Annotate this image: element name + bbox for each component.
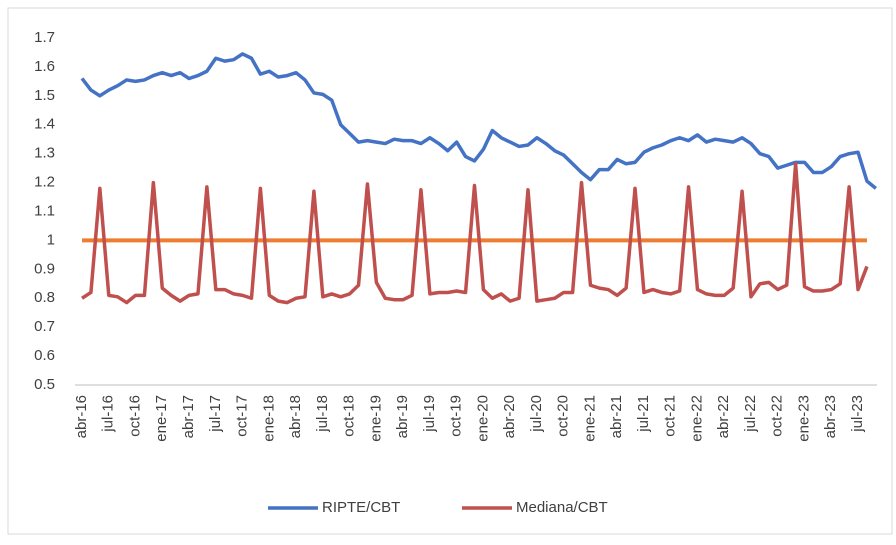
x-tick-label: ene-21 bbox=[581, 395, 598, 442]
chart-frame bbox=[7, 7, 893, 535]
x-tick-label: ene-19 bbox=[367, 395, 384, 442]
legend-label: Mediana/CBT bbox=[516, 499, 608, 516]
x-tick-label: jul-19 bbox=[421, 395, 438, 433]
x-tick-label: abr-17 bbox=[180, 395, 197, 438]
y-tick-label: 0.5 bbox=[34, 376, 55, 393]
x-tick-label: ene-22 bbox=[688, 395, 705, 442]
x-tick-label: oct-21 bbox=[662, 395, 679, 437]
series-line bbox=[80, 52, 877, 190]
y-tick-label: 0.9 bbox=[34, 260, 55, 277]
x-tick-label: abr-20 bbox=[501, 395, 518, 438]
x-tick-label: oct-19 bbox=[448, 395, 465, 437]
x-tick-label: oct-22 bbox=[769, 395, 786, 437]
x-tick-label: jul-17 bbox=[207, 395, 224, 433]
x-tick-label: jul-18 bbox=[314, 395, 331, 433]
x-tick-label: abr-22 bbox=[715, 395, 732, 438]
y-tick-label: 1 bbox=[47, 231, 55, 248]
y-tick-label: 0.8 bbox=[34, 289, 55, 306]
x-tick-label: ene-18 bbox=[260, 395, 277, 442]
x-tick-label: oct-20 bbox=[555, 395, 572, 437]
x-tick-label: jul-23 bbox=[849, 395, 866, 433]
y-tick-label: 1.6 bbox=[34, 58, 55, 75]
y-tick-label: 1.4 bbox=[34, 116, 55, 133]
y-tick-label: 1.3 bbox=[34, 145, 55, 162]
series-line bbox=[81, 162, 869, 305]
y-tick-label: 0.7 bbox=[34, 318, 55, 335]
x-tick-label: jul-22 bbox=[742, 395, 759, 433]
x-tick-label: abr-19 bbox=[394, 395, 411, 438]
x-tick-label: abr-23 bbox=[822, 395, 839, 438]
x-tick-label: ene-17 bbox=[153, 395, 170, 442]
y-tick-label: 1.7 bbox=[34, 29, 55, 46]
x-tick-label: oct-18 bbox=[341, 395, 358, 437]
x-tick-label: jul-20 bbox=[528, 395, 545, 433]
x-tick-label: abr-21 bbox=[608, 395, 625, 438]
x-tick-label: oct-16 bbox=[126, 395, 143, 437]
x-tick-label: jul-16 bbox=[100, 395, 117, 433]
legend-label: RIPTE/CBT bbox=[322, 499, 400, 516]
y-tick-label: 1.5 bbox=[34, 87, 55, 104]
y-tick-label: 1.2 bbox=[34, 174, 55, 191]
y-tick-label: 1.1 bbox=[34, 202, 55, 219]
x-tick-label: abr-18 bbox=[287, 395, 304, 438]
x-tick-label: ene-23 bbox=[795, 395, 812, 442]
x-tick-label: jul-21 bbox=[635, 395, 652, 433]
y-tick-label: 0.6 bbox=[34, 347, 55, 364]
x-tick-label: oct-17 bbox=[234, 395, 251, 437]
x-tick-label: ene-20 bbox=[474, 395, 491, 442]
x-tick-label: abr-16 bbox=[73, 395, 90, 438]
